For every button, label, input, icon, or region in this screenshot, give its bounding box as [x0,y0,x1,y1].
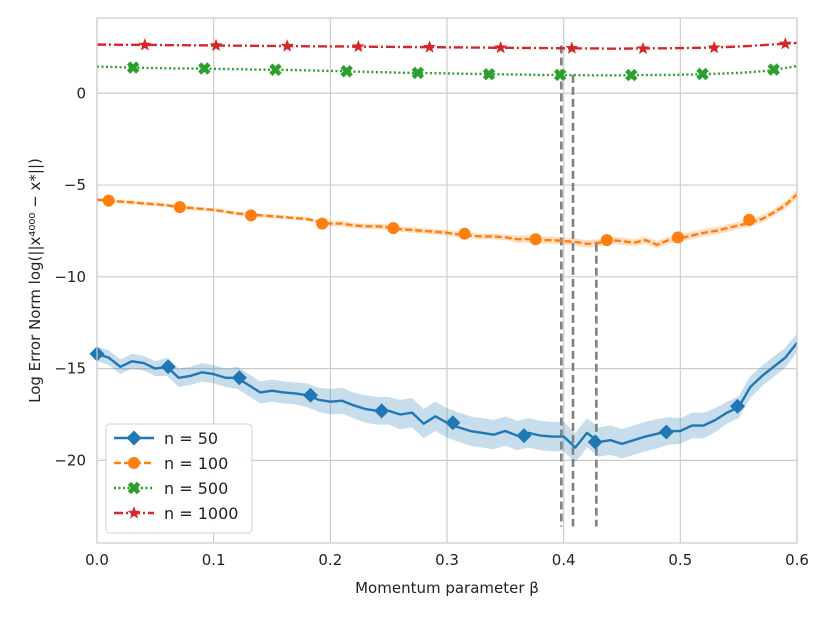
marker-n-50 [231,370,247,386]
marker-n-500 [340,65,353,78]
legend-marker-n-500 [127,481,141,495]
legend-marker-n-1000 [127,506,141,519]
line-n-1000 [97,41,798,50]
x-tick-label: 0.1 [202,551,226,569]
marker-n-100 [458,227,471,240]
x-tick-label: 0.3 [435,551,459,569]
marker-n-100 [316,217,329,230]
marker-n-50 [730,398,745,414]
marker-n-50 [303,387,318,403]
x-tick-label: 0.5 [668,551,692,569]
y-tick-label: −5 [64,176,86,194]
marker-n-100 [529,233,542,246]
marker-n-500 [269,63,282,76]
x-tick-label: 0.6 [785,551,809,569]
y-tick-label: −15 [54,360,86,378]
marker-n-1000 [707,40,721,54]
line-n-100 [96,193,798,246]
marker-n-500 [198,62,211,75]
y-axis-label: Log Error Norm log(||x⁴⁰⁰⁰ − x*||) [26,158,44,403]
legend-label-n-500: n = 500 [164,479,228,498]
legend-label-n-1000: n = 1000 [164,504,238,523]
marker-n-1000 [280,39,294,52]
series-markers [89,37,792,450]
marker-n-500 [126,61,140,74]
marker-n-100 [743,213,756,226]
marker-n-50 [445,415,461,431]
plot-frame [96,17,798,544]
marker-n-1000 [494,40,508,54]
reference-vlines [560,45,598,527]
legend-box [105,423,253,534]
y-tick-label: −10 [54,268,86,286]
marker-n-100 [245,209,257,222]
y-tick-label: 0 [76,84,86,102]
legend-marker-n-100 [128,457,140,469]
marker-n-1000 [423,40,436,53]
marker-n-500 [625,68,638,82]
marker-n-1000 [209,38,223,52]
marker-n-500 [696,67,709,81]
marker-n-100 [173,201,186,214]
x-axis-label: Momentum parameter β [355,579,539,597]
marker-n-100 [600,234,613,247]
marker-n-100 [672,231,684,244]
x-tick-label: 0.2 [318,551,342,569]
marker-n-1000 [351,39,365,53]
x-tick-label: 0.0 [85,551,109,569]
marker-n-500 [482,67,496,81]
marker-n-50 [587,434,603,450]
marker-n-1000 [636,41,650,55]
marker-n-1000 [565,41,579,54]
marker-n-500 [411,66,425,80]
marker-n-50 [658,424,674,440]
legend-label-n-100: n = 100 [164,454,228,473]
marker-n-50 [374,403,390,419]
marker-n-1000 [138,38,152,51]
tick-labels: 0.0 0.1 0.2 0.3 0.4 0.5 0.6 0 −5 −10 −15 −20 [54,84,809,569]
marker-n-500 [553,68,567,82]
marker-n-50 [160,359,176,375]
marker-n-100 [387,222,400,235]
marker-n-100 [102,194,115,207]
x-tick-label: 0.4 [552,551,576,569]
legend-marker-n-50 [126,430,142,446]
marker-n-500 [767,63,780,76]
marker-n-1000 [778,37,792,50]
band-n-50 [97,333,797,463]
y-tick-label: −20 [54,451,86,469]
legend: n = 50 n = 100 n = 500 n = 1000 [105,423,253,534]
grid-lines [96,18,798,543]
legend-label-n-50: n = 50 [164,429,218,448]
marker-n-50 [516,428,532,444]
confidence-bands [97,189,797,463]
